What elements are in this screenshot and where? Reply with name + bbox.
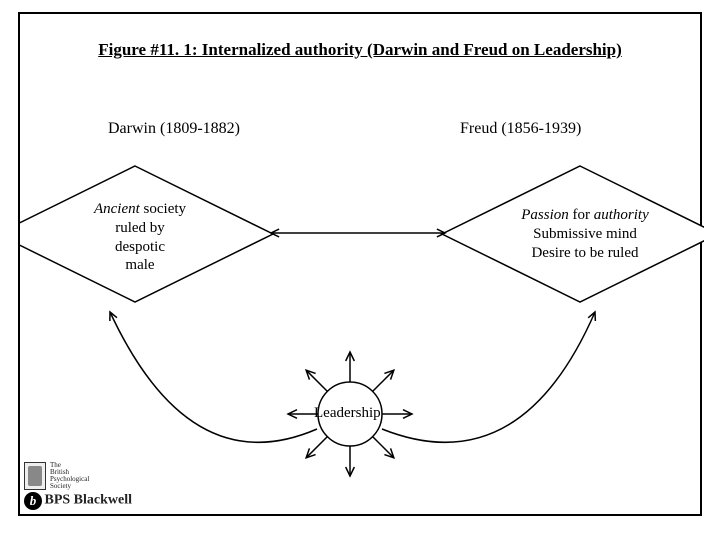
publisher-logo: The British Psychological Society b BPS … <box>24 462 132 510</box>
figure-frame: Figure #11. 1: Internalized authority (D… <box>18 12 702 516</box>
darwin-label: Darwin (1809-1882) <box>108 120 240 138</box>
freud-label: Freud (1856-1939) <box>460 120 581 138</box>
darwin-diamond-text: Ancient societyruled bydespoticmale <box>80 200 200 275</box>
leadership-label: Leadership <box>314 405 381 422</box>
figure-title: Figure #11. 1: Internalized authority (D… <box>20 40 700 60</box>
freud-diamond-text: Passion for authoritySubmissive mindDesi… <box>510 206 660 262</box>
blackwell-b-icon: b <box>24 492 42 510</box>
